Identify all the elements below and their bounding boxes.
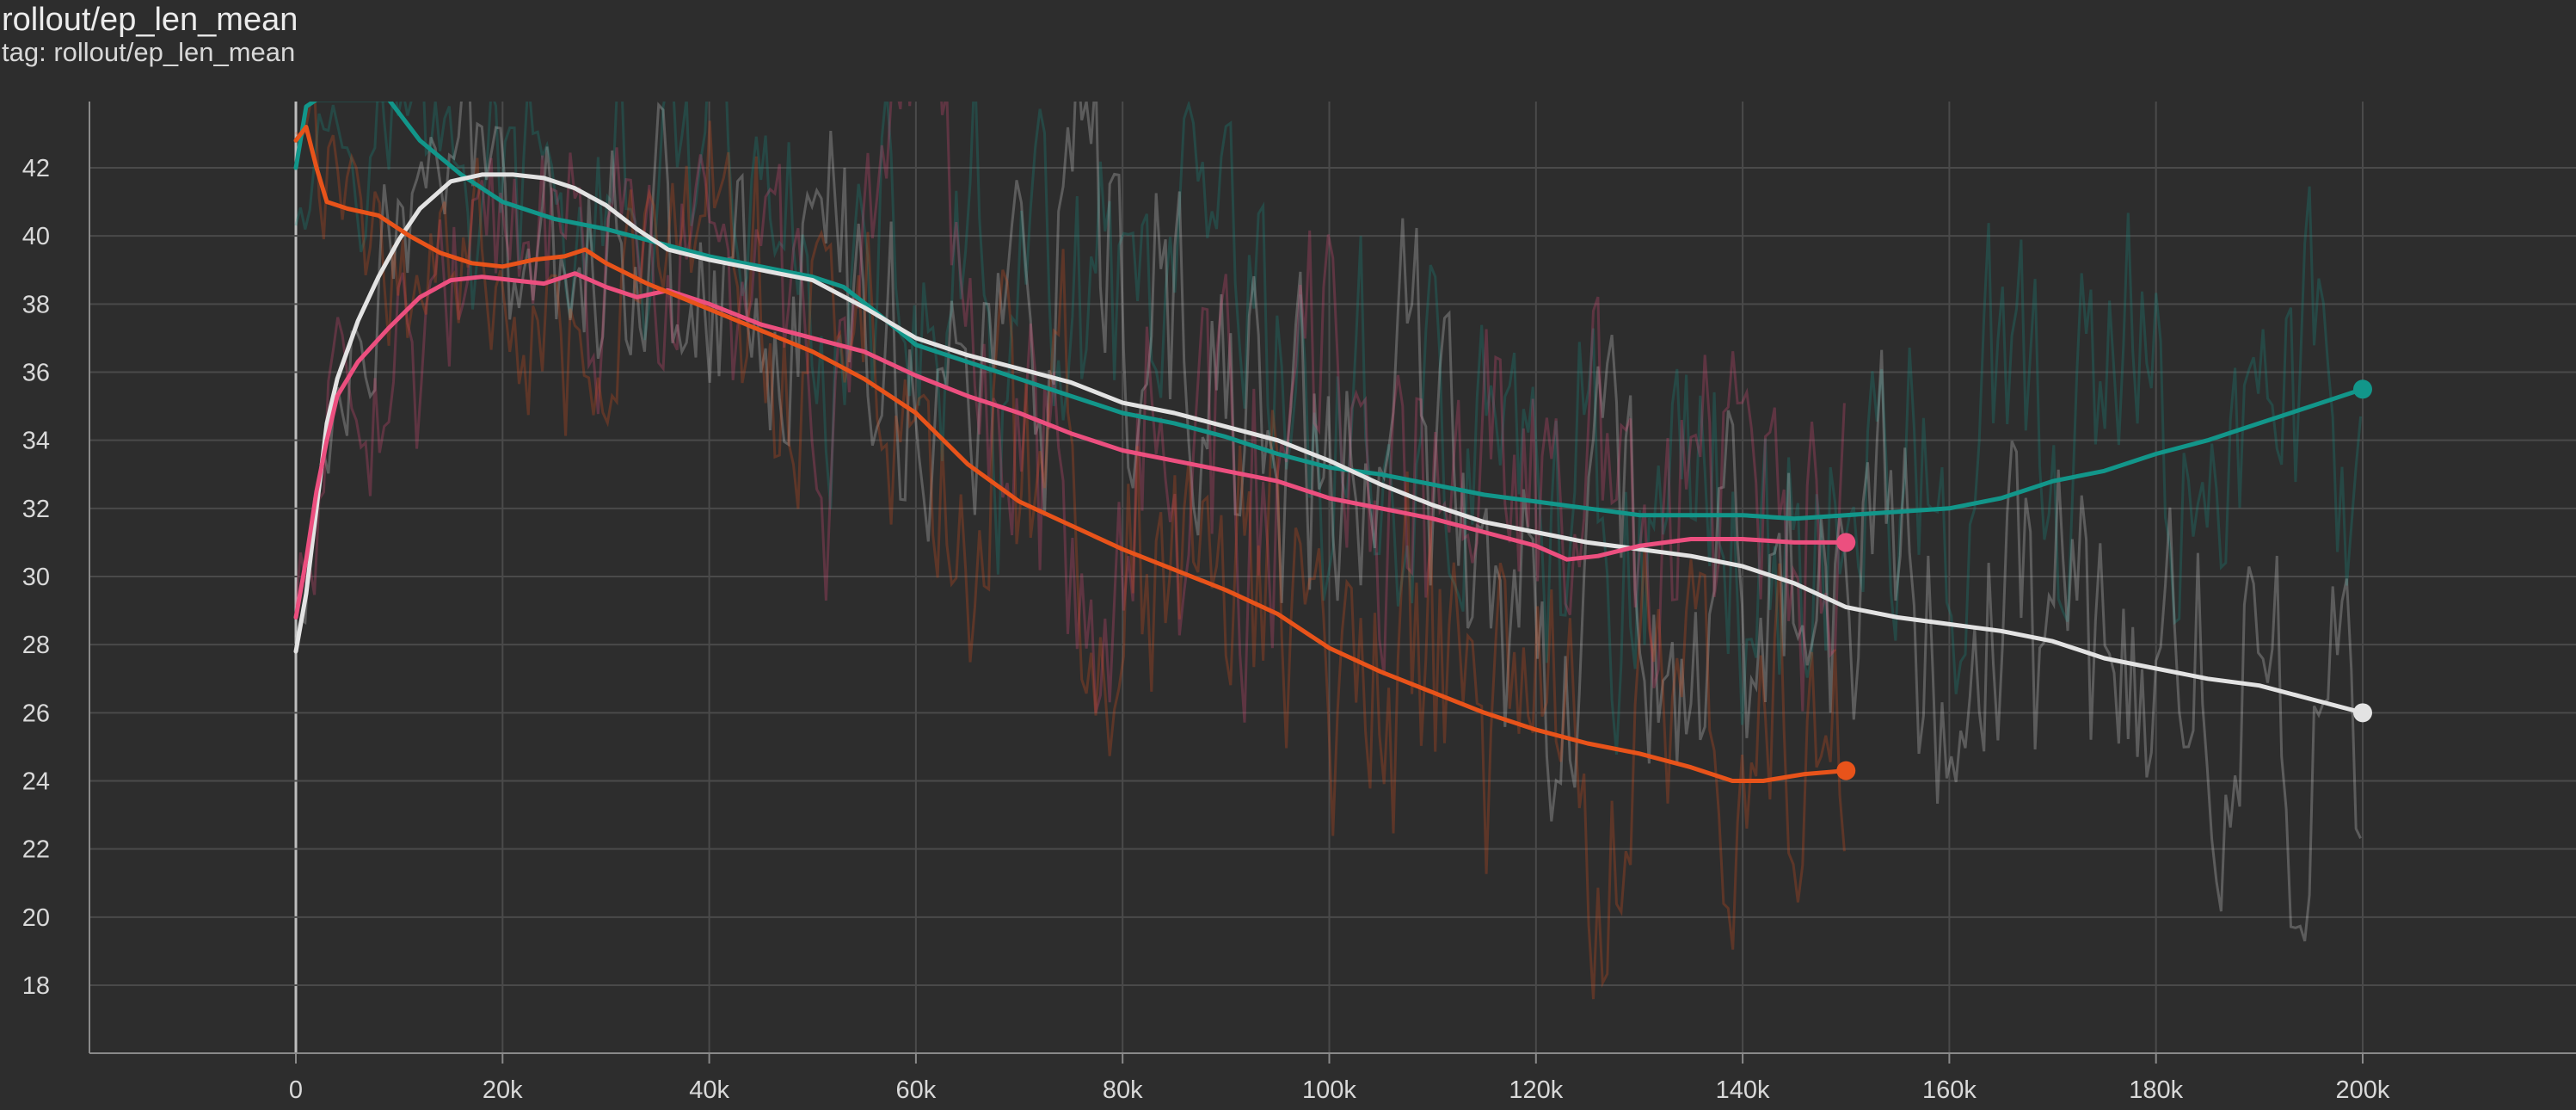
series-end-point[interactable] <box>2353 703 2372 723</box>
x-tick-label: 140k <box>1716 1076 1770 1104</box>
marker-layer <box>1836 379 2372 780</box>
axis-layer <box>89 102 2576 1064</box>
y-tick-label: 26 <box>22 700 50 727</box>
smoothed-series-line[interactable] <box>293 172 2365 715</box>
y-tick-label: 36 <box>22 360 50 387</box>
smoothed-series-line[interactable] <box>293 271 1848 620</box>
raw-series-line <box>294 102 2363 755</box>
x-tick-label: 180k <box>2129 1076 2183 1104</box>
grid-layer <box>89 102 2576 1053</box>
y-tick-label: 42 <box>22 155 50 182</box>
series-end-point[interactable] <box>2353 379 2372 399</box>
series-end-point[interactable] <box>1836 761 1856 780</box>
smoothed-series-line[interactable] <box>293 125 1848 783</box>
x-tick-label: 20k <box>483 1076 523 1104</box>
x-tick-label: 80k <box>1103 1076 1143 1104</box>
tick-layer: 0 20k 40k 60k 80k 100k 120k 140k 160k 180k 200k 18 2… <box>22 155 2390 1104</box>
x-tick-label: 0 <box>289 1076 303 1104</box>
x-tick-label: 120k <box>1509 1076 1563 1104</box>
x-tick-label: 100k <box>1302 1076 1356 1104</box>
y-tick-label: 18 <box>22 972 50 1000</box>
series-end-point[interactable] <box>1836 533 1856 552</box>
x-tick-label: 60k <box>896 1076 937 1104</box>
y-tick-label: 38 <box>22 291 50 318</box>
y-tick-label: 20 <box>22 904 50 932</box>
y-tick-label: 22 <box>22 836 50 864</box>
x-tick-label: 200k <box>2336 1076 2390 1104</box>
raw-series-line <box>294 102 2362 942</box>
x-tick-label: 40k <box>689 1076 729 1104</box>
y-tick-label: 40 <box>22 223 50 250</box>
smoothed-series-line[interactable] <box>293 100 2365 521</box>
x-tick-label: 160k <box>1922 1076 1977 1104</box>
y-tick-label: 30 <box>22 564 50 591</box>
chart-tag: tag: rollout/ep_len_mean <box>2 37 296 67</box>
raw-series-line <box>294 102 1846 1000</box>
y-tick-label: 24 <box>22 768 50 796</box>
chart-title: rollout/ep_len_mean <box>2 2 298 38</box>
series-layer <box>293 100 2365 1000</box>
raw-series-line <box>294 102 1846 723</box>
y-tick-label: 32 <box>22 496 50 523</box>
y-tick-label: 28 <box>22 632 50 659</box>
y-tick-label: 34 <box>22 428 50 455</box>
